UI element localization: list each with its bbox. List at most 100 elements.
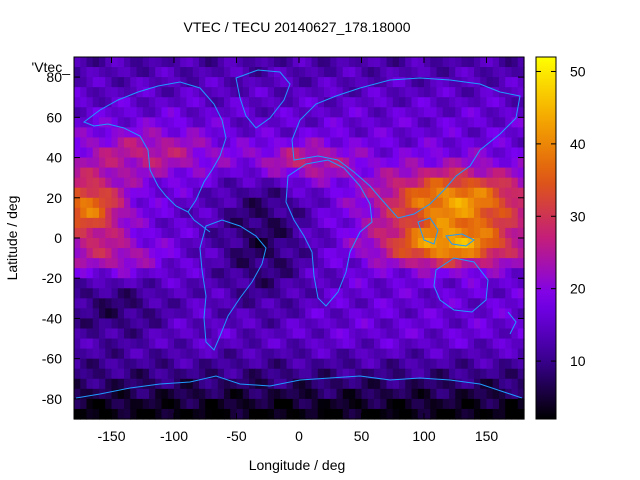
heatmap-cell bbox=[117, 57, 125, 68]
heatmap-cell bbox=[492, 197, 500, 209]
heatmap-cell bbox=[255, 358, 263, 370]
heatmap-cell bbox=[261, 97, 269, 108]
heatmap-cell bbox=[142, 157, 150, 169]
heatmap-cell bbox=[167, 187, 175, 199]
heatmap-cell bbox=[361, 117, 369, 128]
heatmap-cell bbox=[149, 308, 156, 320]
heatmap-cell bbox=[292, 328, 300, 340]
heatmap-cell bbox=[205, 398, 213, 410]
heatmap-cell bbox=[261, 227, 269, 239]
heatmap-cell bbox=[186, 187, 194, 199]
heatmap-cell bbox=[474, 57, 481, 68]
heatmap-cell bbox=[92, 177, 100, 189]
heatmap-cell bbox=[399, 388, 406, 400]
heatmap-cell bbox=[380, 117, 388, 128]
heatmap-cell bbox=[399, 117, 406, 128]
heatmap-cell bbox=[286, 137, 294, 149]
heatmap-cell bbox=[386, 87, 394, 98]
heatmap-cell bbox=[192, 207, 200, 219]
heatmap-cell bbox=[199, 157, 206, 169]
heatmap-cell bbox=[186, 87, 194, 98]
heatmap-cell bbox=[280, 117, 288, 128]
heatmap-cell bbox=[361, 338, 369, 350]
heatmap-cell bbox=[517, 338, 525, 350]
heatmap-cell bbox=[105, 167, 113, 179]
heatmap-cell bbox=[174, 137, 181, 149]
heatmap-cell bbox=[92, 288, 100, 299]
heatmap-cell bbox=[236, 398, 244, 410]
heatmap-cell bbox=[224, 378, 231, 390]
heatmap-cell bbox=[442, 318, 450, 330]
heatmap-cell bbox=[211, 87, 219, 98]
y-tick-label: -80 bbox=[42, 391, 62, 407]
heatmap-cell bbox=[374, 398, 381, 410]
heatmap-cell bbox=[174, 177, 181, 189]
heatmap-cell bbox=[199, 207, 206, 219]
heatmap-cell bbox=[155, 288, 163, 299]
heatmap-cell bbox=[161, 298, 169, 309]
heatmap-cell bbox=[211, 67, 219, 78]
heatmap-cell bbox=[355, 248, 363, 259]
heatmap-cell bbox=[367, 117, 375, 128]
heatmap-cell bbox=[274, 288, 281, 299]
heatmap-cell bbox=[86, 268, 94, 279]
heatmap-cell bbox=[355, 398, 363, 410]
heatmap-cell bbox=[361, 127, 369, 139]
heatmap-cell bbox=[417, 187, 425, 199]
heatmap-cell bbox=[267, 248, 275, 259]
heatmap-cell bbox=[449, 197, 456, 209]
heatmap-cell bbox=[249, 167, 256, 179]
heatmap-cell bbox=[311, 338, 319, 350]
heatmap-cell bbox=[324, 338, 331, 350]
heatmap-cell bbox=[86, 67, 94, 78]
heatmap-cell bbox=[461, 107, 469, 118]
heatmap-cell bbox=[349, 318, 356, 330]
heatmap-cell bbox=[405, 57, 413, 68]
heatmap-cell bbox=[474, 157, 481, 169]
heatmap-cell bbox=[230, 197, 238, 209]
heatmap-cell bbox=[374, 167, 381, 179]
heatmap-cell bbox=[455, 268, 463, 279]
heatmap-cell bbox=[286, 298, 294, 309]
heatmap-cell bbox=[236, 238, 244, 249]
heatmap-cell bbox=[80, 57, 88, 68]
heatmap-cell bbox=[442, 288, 450, 299]
heatmap-cell bbox=[299, 248, 306, 259]
heatmap-cell bbox=[405, 258, 413, 269]
heatmap-cell bbox=[324, 288, 331, 299]
heatmap-cell bbox=[467, 107, 475, 118]
heatmap-cell bbox=[249, 217, 256, 229]
heatmap-cell bbox=[330, 87, 338, 98]
heatmap-cell bbox=[280, 177, 288, 189]
heatmap-cell bbox=[349, 368, 356, 380]
heatmap-cell bbox=[436, 157, 444, 169]
heatmap-cell bbox=[361, 378, 369, 390]
heatmap-cell bbox=[142, 167, 150, 179]
heatmap-cell bbox=[86, 207, 94, 219]
heatmap-cell bbox=[449, 177, 456, 189]
heatmap-cell bbox=[224, 328, 231, 340]
heatmap-cell bbox=[155, 77, 163, 88]
heatmap-cell bbox=[136, 87, 144, 98]
heatmap-cell bbox=[349, 268, 356, 279]
heatmap-cell bbox=[517, 207, 525, 219]
heatmap-cell bbox=[105, 328, 113, 340]
heatmap-cell bbox=[217, 57, 225, 68]
heatmap-cell bbox=[186, 348, 194, 360]
heatmap-cell bbox=[186, 117, 194, 128]
heatmap-cell bbox=[305, 177, 313, 189]
heatmap-cell bbox=[299, 157, 306, 169]
heatmap-cell bbox=[449, 298, 456, 309]
heatmap-cell bbox=[492, 107, 500, 118]
heatmap-cell bbox=[517, 258, 525, 269]
heatmap-cell bbox=[361, 77, 369, 88]
heatmap-cell bbox=[411, 328, 419, 340]
heatmap-cell bbox=[492, 398, 500, 410]
heatmap-cell bbox=[355, 227, 363, 239]
heatmap-cell bbox=[499, 227, 506, 239]
heatmap-cell bbox=[242, 358, 250, 370]
heatmap-cell bbox=[517, 137, 525, 149]
heatmap-cell bbox=[124, 238, 131, 249]
heatmap-cell bbox=[136, 388, 144, 400]
heatmap-cell bbox=[342, 207, 350, 219]
